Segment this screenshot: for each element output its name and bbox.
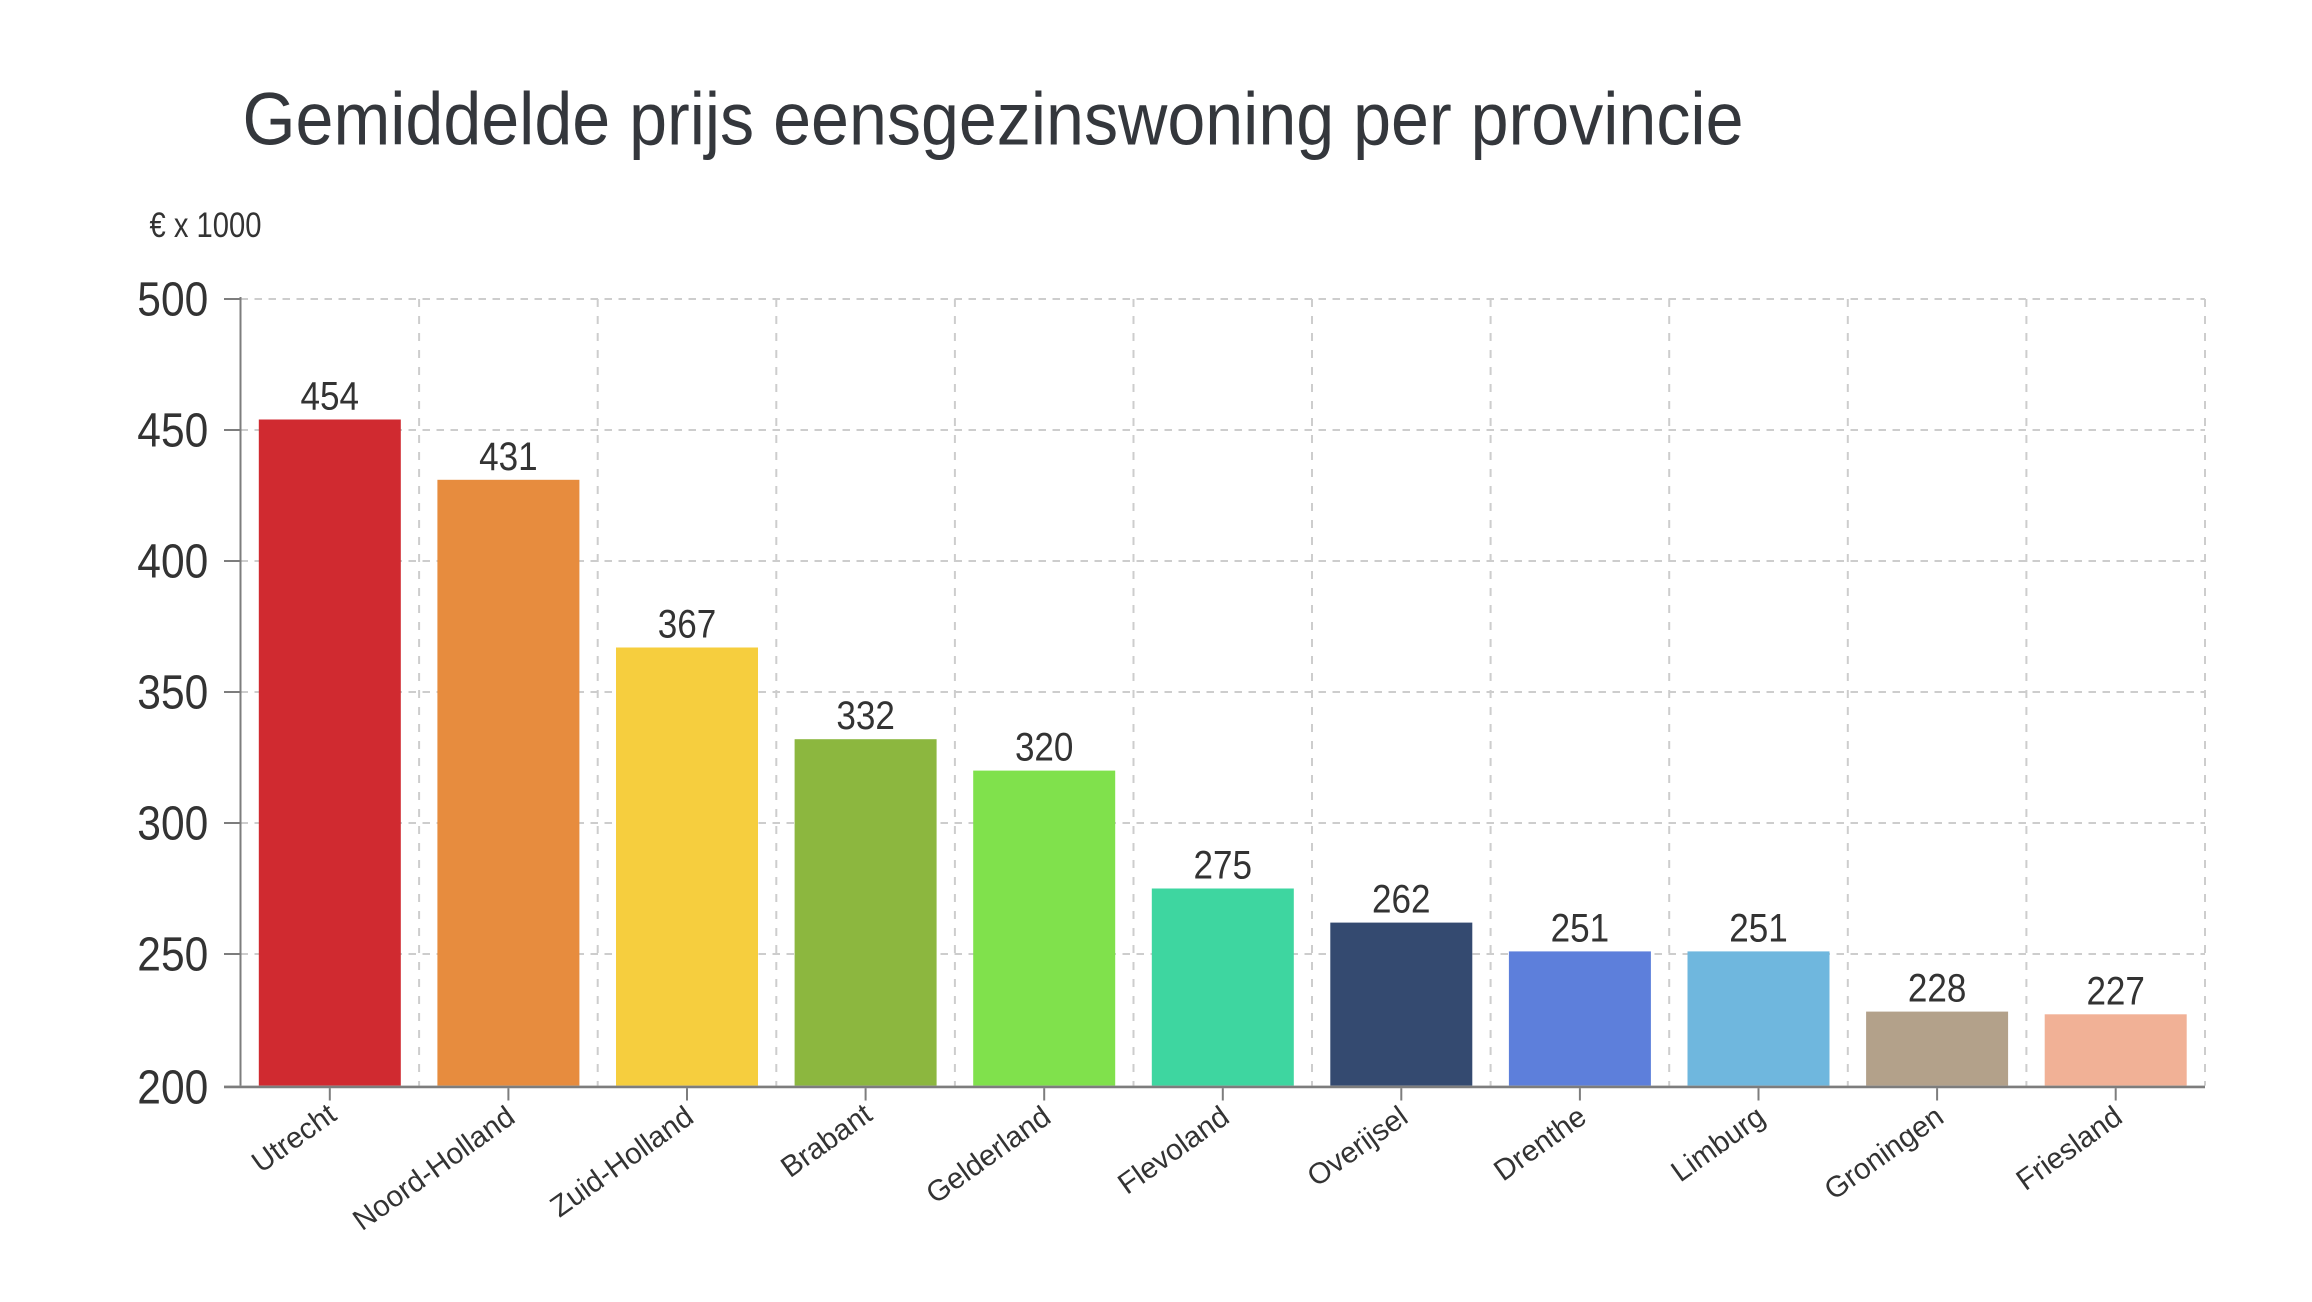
svg-text:228: 228	[1908, 967, 1967, 1011]
svg-text:Gemiddelde prijs eensgezinswon: Gemiddelde prijs eensgezinswoning per pr…	[243, 78, 1744, 161]
svg-text:262: 262	[1372, 878, 1431, 922]
svg-text:275: 275	[1194, 844, 1253, 888]
svg-text:332: 332	[836, 694, 895, 738]
svg-text:€ x 1000: € x 1000	[150, 206, 262, 245]
svg-text:400: 400	[137, 536, 208, 589]
svg-text:250: 250	[137, 929, 208, 982]
svg-text:450: 450	[137, 405, 208, 458]
svg-text:227: 227	[2086, 969, 2145, 1013]
svg-text:367: 367	[658, 603, 717, 647]
svg-text:320: 320	[1015, 726, 1074, 770]
svg-text:200: 200	[137, 1061, 208, 1114]
svg-text:454: 454	[301, 375, 360, 419]
svg-text:431: 431	[479, 435, 538, 479]
svg-text:251: 251	[1551, 906, 1610, 950]
svg-text:251: 251	[1729, 906, 1788, 950]
svg-text:300: 300	[137, 798, 208, 851]
svg-text:350: 350	[137, 667, 208, 720]
svg-text:500: 500	[137, 274, 208, 327]
